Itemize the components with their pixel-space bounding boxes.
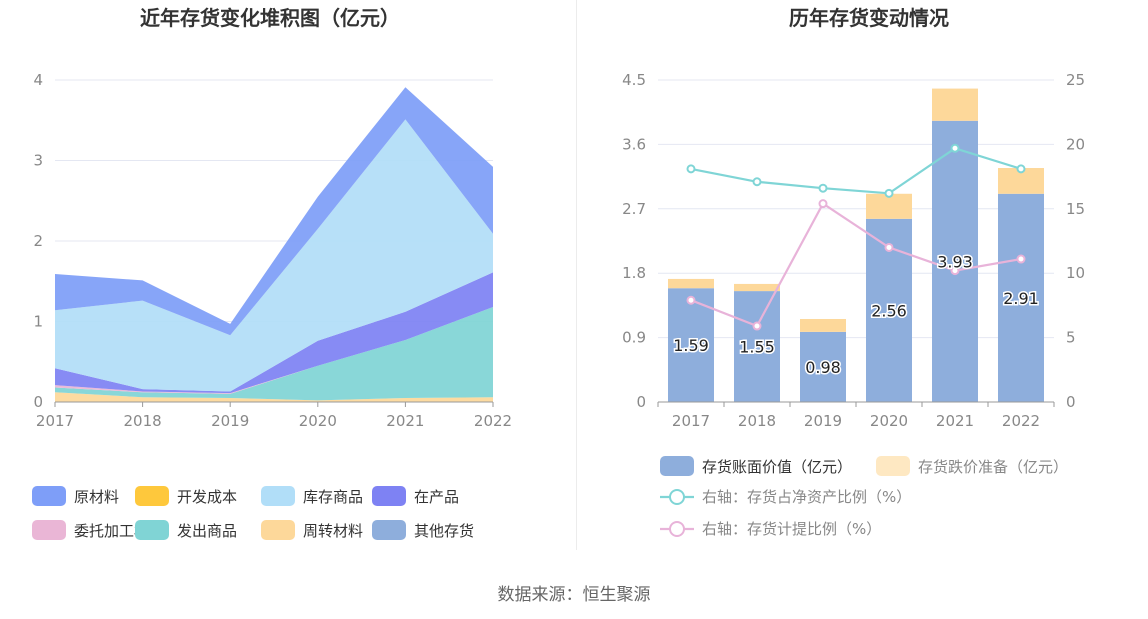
- line-point: [752, 177, 762, 187]
- bar-data-label: 2.56: [871, 301, 907, 320]
- legend-label: 库存商品: [303, 488, 363, 506]
- source-caption: 数据来源：恒生聚源: [497, 585, 651, 605]
- bar-data-label: 1.59: [673, 336, 709, 355]
- x-tick-label: 2020: [299, 412, 337, 430]
- left-y-tick-label: 4.5: [622, 71, 646, 89]
- legend-label: 发出商品: [177, 522, 237, 540]
- bar-impairment-reserve: [866, 193, 912, 219]
- y-tick-label: 1: [33, 313, 43, 331]
- left-y-tick-label: 1.8: [622, 264, 646, 282]
- line-point: [818, 183, 828, 193]
- area-series: [55, 119, 493, 392]
- legend-swatch: [660, 456, 694, 476]
- x-tick-label: 2022: [1002, 412, 1040, 430]
- inventory-bar-line-chart: 历年存货变动情况 0 0.9 1.8 2.7 3.6 4.5 0 5 10 15 20 25 1.59 1…: [622, 6, 1085, 538]
- x-tick-label: 2017: [672, 412, 710, 430]
- right-y-tick-label: 0: [1066, 393, 1076, 411]
- left-y-tick-label: 0.9: [622, 329, 646, 347]
- chart-title: 历年存货变动情况: [789, 6, 949, 30]
- x-tick-label: 2019: [211, 412, 249, 430]
- bar-impairment-reserve: [932, 88, 978, 121]
- legend-label: 右轴：存货占净资产比例（%）: [702, 488, 911, 506]
- legend-label: 存货账面价值（亿元）: [702, 458, 852, 476]
- legend-swatch: [261, 520, 295, 540]
- left-y-tick-label: 2.7: [622, 200, 646, 218]
- legend-label: 周转材料: [303, 522, 363, 540]
- bar-impairment-reserve: [800, 318, 846, 332]
- legend-label: 在产品: [414, 488, 459, 506]
- x-tick-label: 2019: [804, 412, 842, 430]
- y-tick-label: 4: [33, 71, 43, 89]
- bar-data-label: 1.55: [739, 338, 775, 357]
- legend-swatch: [135, 520, 169, 540]
- left-y-tick-label: 0: [636, 393, 646, 411]
- line-point: [884, 242, 894, 252]
- area-series: [55, 392, 493, 402]
- x-tick-label: 2020: [870, 412, 908, 430]
- line-point: [686, 295, 696, 305]
- y-tick-label: 3: [33, 152, 43, 170]
- x-tick-label: 2021: [386, 412, 424, 430]
- legend-label: 开发成本: [177, 488, 237, 506]
- y-tick-label: 2: [33, 232, 43, 250]
- legend-swatch: [372, 520, 406, 540]
- bar-impairment-reserve: [734, 283, 780, 292]
- x-tick-label: 2018: [738, 412, 776, 430]
- x-tick-label: 2018: [124, 412, 162, 430]
- bar-book-value: [932, 120, 978, 402]
- legend-line-marker: [669, 521, 685, 537]
- bar-book-value: [800, 331, 846, 402]
- line-point: [950, 266, 960, 276]
- legend-label: 其他存货: [414, 522, 474, 540]
- legend-swatch: [32, 520, 66, 540]
- bar-book-value: [734, 291, 780, 402]
- line-point: [686, 164, 696, 174]
- right-y-tick-label: 15: [1066, 200, 1085, 218]
- bar-data-label: 3.93: [937, 252, 973, 271]
- chart-title: 近年存货变化堆积图（亿元）: [140, 6, 400, 30]
- bar-data-label: 0.98: [805, 358, 841, 377]
- area-series: [55, 272, 493, 394]
- line-point: [1016, 164, 1026, 174]
- legend-label: 右轴：存货计提比例（%）: [702, 520, 881, 538]
- line-series: [690, 202, 1022, 328]
- panel-divider: [576, 0, 577, 550]
- legend-swatch: [372, 486, 406, 506]
- legend-label: 存货跌价准备（亿元）: [918, 458, 1068, 476]
- right-y-tick-label: 5: [1066, 329, 1076, 347]
- y-tick-label: 0: [33, 393, 43, 411]
- legend-label: 原材料: [74, 488, 119, 506]
- legend-swatch: [876, 456, 910, 476]
- bar-data-label: 2.91: [1003, 289, 1039, 308]
- bar-book-value: [998, 193, 1044, 402]
- line-point: [752, 321, 762, 331]
- x-tick-label: 2017: [36, 412, 74, 430]
- line-point: [818, 199, 828, 209]
- left-y-tick-label: 3.6: [622, 135, 646, 153]
- line-point: [884, 188, 894, 198]
- line-point: [1016, 254, 1026, 264]
- x-tick-label: 2022: [474, 412, 512, 430]
- line-point: [950, 143, 960, 153]
- right-y-tick-label: 25: [1066, 71, 1085, 89]
- inventory-stacked-area-chart: 近年存货变化堆积图（亿元） 0 1 2 3 4 2017 2018 2019 2020 2021 2…: [32, 6, 512, 540]
- right-y-tick-label: 20: [1066, 135, 1085, 153]
- legend-swatch: [135, 486, 169, 506]
- legend-swatch: [261, 486, 295, 506]
- bar-impairment-reserve: [668, 278, 714, 289]
- area-series: [55, 307, 493, 401]
- legend-swatch: [32, 486, 66, 506]
- right-y-tick-label: 10: [1066, 264, 1085, 282]
- x-tick-label: 2021: [936, 412, 974, 430]
- line-series: [690, 147, 1022, 195]
- legend-line-marker: [669, 489, 685, 505]
